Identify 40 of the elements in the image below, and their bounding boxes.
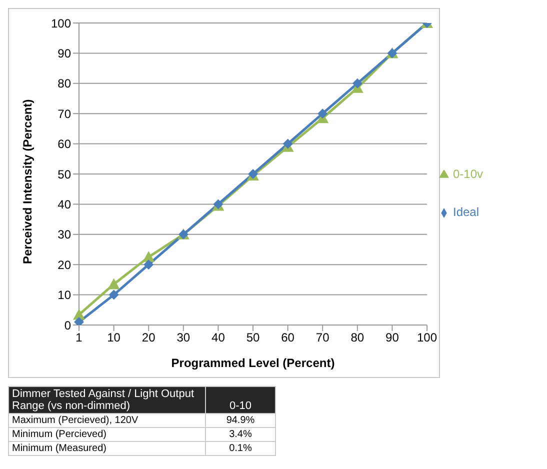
x-tick-label: 80 — [350, 330, 364, 345]
y-axis-title: Perceived Intensity (Percent) — [20, 99, 34, 264]
point — [108, 278, 120, 290]
text: 0.1% — [206, 442, 276, 456]
text: Minimum (Percieved) — [8, 428, 206, 442]
text: Maximum (Percieved), 120V — [8, 414, 206, 428]
y-tick-label: 0 — [64, 318, 72, 332]
x-tick-label: 40 — [212, 330, 226, 345]
x-tick-label: 10 — [107, 330, 121, 345]
y-tick-label: 90 — [58, 46, 72, 60]
text: Minimum (Measured) — [8, 442, 206, 456]
x-tick-label: 60 — [281, 330, 295, 345]
x-tick-label: 90 — [386, 330, 400, 345]
x-tick-label: 50 — [246, 330, 260, 345]
y-tick-label: 60 — [58, 137, 72, 152]
text: 0-10 — [206, 386, 276, 414]
x-tick-label: 20 — [142, 330, 156, 345]
x-tick-label: 1 — [76, 330, 83, 345]
point — [352, 78, 362, 88]
point — [108, 290, 119, 300]
y-tick-label: 10 — [58, 288, 72, 302]
x-tick-label: 100 — [416, 330, 438, 345]
text: Dimmer Tested Against / Light Output Range (vs non-dimmed) — [8, 386, 206, 414]
legend-label: Ideal — [453, 205, 480, 219]
legend-label: 0-10v — [453, 167, 484, 181]
y-tick-label: 20 — [58, 258, 72, 272]
text: 3.4% — [206, 428, 276, 442]
text: 94.9% — [206, 414, 276, 428]
point — [144, 260, 154, 270]
x-tick-label: 70 — [316, 330, 330, 345]
y-tick-label: 50 — [58, 167, 72, 182]
y-tick-label: 70 — [58, 106, 72, 121]
x-axis-title: Programmed Level (Percent) — [171, 356, 335, 370]
point — [318, 108, 328, 119]
y-tick-label: 80 — [58, 76, 72, 91]
point — [282, 138, 293, 149]
y-tick-label: 100 — [50, 16, 72, 30]
y-tick-label: 30 — [58, 228, 72, 242]
x-tick-label: 30 — [176, 330, 190, 345]
y-tick-label: 40 — [58, 197, 72, 212]
